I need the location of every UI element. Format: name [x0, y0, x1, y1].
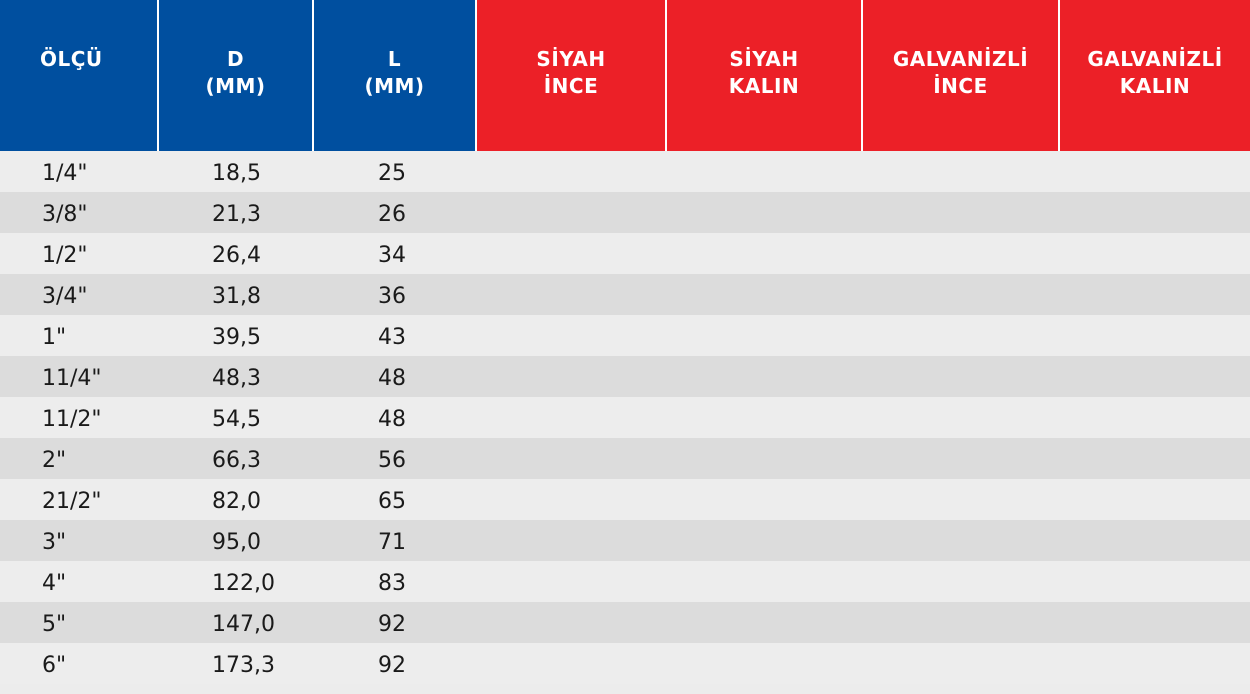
- header-d-mm: D (MM): [159, 0, 314, 151]
- cell-d: 95,0: [159, 520, 314, 561]
- cell-galvanizli-kalin: [1060, 192, 1250, 233]
- cell-l: 34: [314, 233, 477, 274]
- cell-galvanizli-kalin: [1060, 315, 1250, 356]
- cell-siyah-kalin: [667, 479, 863, 520]
- cell-siyah-ince: [477, 315, 667, 356]
- cell-siyah-kalin: [667, 643, 863, 684]
- cell-galvanizli-kalin: [1060, 520, 1250, 561]
- cell-siyah-kalin: [667, 602, 863, 643]
- cell-siyah-kalin: [667, 315, 863, 356]
- cell-galvanizli-ince: [863, 356, 1060, 397]
- cell-siyah-ince: [477, 233, 667, 274]
- cell-galvanizli-kalin: [1060, 356, 1250, 397]
- cell-galvanizli-kalin: [1060, 274, 1250, 315]
- header-galvanizli-kalin: GALVANİZLİ KALIN: [1060, 0, 1250, 151]
- cell-size: 3": [0, 520, 159, 561]
- cell-siyah-kalin: [667, 274, 863, 315]
- cell-d: 173,3: [159, 643, 314, 684]
- cell-galvanizli-ince: [863, 602, 1060, 643]
- header-siyah-ince: SİYAH İNCE: [477, 0, 667, 151]
- cell-siyah-kalin: [667, 151, 863, 192]
- cell-siyah-ince: [477, 561, 667, 602]
- cell-siyah-ince: [477, 602, 667, 643]
- cell-siyah-ince: [477, 397, 667, 438]
- cell-siyah-ince: [477, 438, 667, 479]
- cell-galvanizli-kalin: [1060, 397, 1250, 438]
- cell-size: 1": [0, 315, 159, 356]
- cell-siyah-kalin: [667, 233, 863, 274]
- cell-siyah-ince: [477, 192, 667, 233]
- cell-size: 3/4": [0, 274, 159, 315]
- cell-galvanizli-ince: [863, 479, 1060, 520]
- cell-galvanizli-kalin: [1060, 561, 1250, 602]
- cell-l: 26: [314, 192, 477, 233]
- cell-galvanizli-ince: [863, 561, 1060, 602]
- header-olcu: ÖLÇÜ: [0, 0, 159, 151]
- cell-size: 6": [0, 643, 159, 684]
- cell-d: 147,0: [159, 602, 314, 643]
- cell-siyah-ince: [477, 151, 667, 192]
- cell-galvanizli-ince: [863, 233, 1060, 274]
- cell-siyah-kalin: [667, 438, 863, 479]
- cell-l: 25: [314, 151, 477, 192]
- cell-d: 26,4: [159, 233, 314, 274]
- cell-siyah-ince: [477, 520, 667, 561]
- cell-galvanizli-ince: [863, 643, 1060, 684]
- cell-galvanizli-ince: [863, 438, 1060, 479]
- cell-d: 82,0: [159, 479, 314, 520]
- cell-l: 92: [314, 602, 477, 643]
- cell-l: 43: [314, 315, 477, 356]
- cell-galvanizli-ince: [863, 274, 1060, 315]
- cell-size: 4": [0, 561, 159, 602]
- cell-galvanizli-kalin: [1060, 643, 1250, 684]
- cell-size: 11/2": [0, 397, 159, 438]
- cell-galvanizli-kalin: [1060, 479, 1250, 520]
- cell-size: 11/4": [0, 356, 159, 397]
- cell-d: 54,5: [159, 397, 314, 438]
- cell-galvanizli-kalin: [1060, 602, 1250, 643]
- cell-d: 48,3: [159, 356, 314, 397]
- cell-siyah-ince: [477, 643, 667, 684]
- cell-d: 122,0: [159, 561, 314, 602]
- cell-galvanizli-kalin: [1060, 233, 1250, 274]
- cell-size: 5": [0, 602, 159, 643]
- cell-siyah-kalin: [667, 561, 863, 602]
- cell-size: 1/4": [0, 151, 159, 192]
- cell-siyah-ince: [477, 274, 667, 315]
- header-galvanizli-ince: GALVANİZLİ İNCE: [863, 0, 1060, 151]
- cell-d: 66,3: [159, 438, 314, 479]
- cell-siyah-kalin: [667, 397, 863, 438]
- cell-galvanizli-ince: [863, 192, 1060, 233]
- cell-l: 48: [314, 397, 477, 438]
- cell-galvanizli-ince: [863, 520, 1060, 561]
- header-l-mm: L (MM): [314, 0, 477, 151]
- cell-siyah-kalin: [667, 192, 863, 233]
- cell-l: 36: [314, 274, 477, 315]
- cell-siyah-ince: [477, 356, 667, 397]
- cell-d: 18,5: [159, 151, 314, 192]
- cell-l: 56: [314, 438, 477, 479]
- cell-d: 39,5: [159, 315, 314, 356]
- cell-siyah-kalin: [667, 356, 863, 397]
- cell-l: 83: [314, 561, 477, 602]
- cell-d: 31,8: [159, 274, 314, 315]
- cell-siyah-kalin: [667, 520, 863, 561]
- cell-galvanizli-ince: [863, 397, 1060, 438]
- cell-galvanizli-ince: [863, 151, 1060, 192]
- cell-size: 3/8": [0, 192, 159, 233]
- cell-l: 71: [314, 520, 477, 561]
- cell-size: 2": [0, 438, 159, 479]
- cell-d: 21,3: [159, 192, 314, 233]
- cell-galvanizli-kalin: [1060, 151, 1250, 192]
- header-siyah-kalin: SİYAH KALIN: [667, 0, 863, 151]
- cell-galvanizli-ince: [863, 315, 1060, 356]
- cell-l: 48: [314, 356, 477, 397]
- cell-l: 65: [314, 479, 477, 520]
- cell-size: 1/2": [0, 233, 159, 274]
- cell-galvanizli-kalin: [1060, 438, 1250, 479]
- cell-l: 92: [314, 643, 477, 684]
- cell-siyah-ince: [477, 479, 667, 520]
- cell-size: 21/2": [0, 479, 159, 520]
